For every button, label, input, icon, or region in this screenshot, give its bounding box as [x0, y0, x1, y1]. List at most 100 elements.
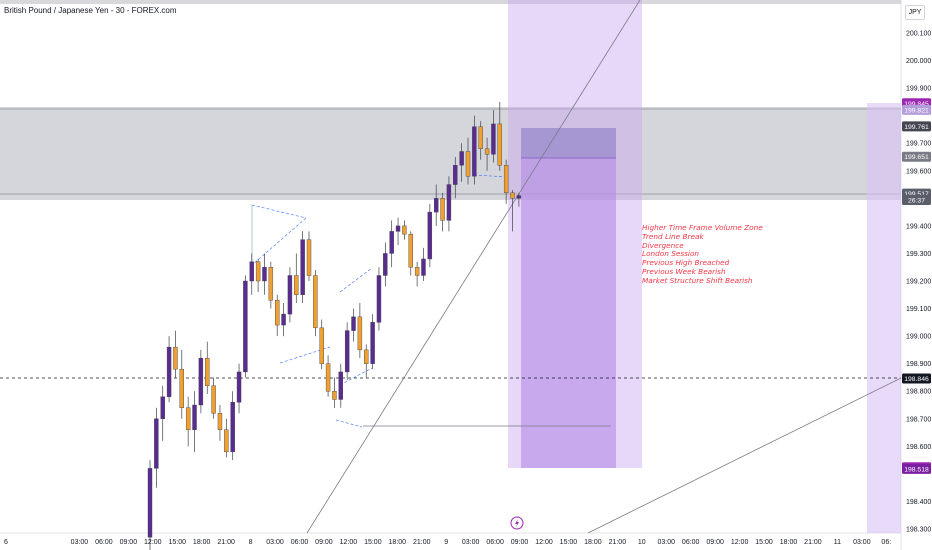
future-session-band[interactable] [867, 103, 901, 533]
candle-body [389, 231, 394, 254]
candle-bullish [472, 115, 477, 185]
candle-bearish [173, 330, 178, 378]
candle-bullish [434, 184, 439, 226]
time-tick: 18:00 [389, 539, 407, 546]
candle-body [338, 371, 343, 400]
candle-bullish [154, 407, 159, 488]
annotation-line: London Session [642, 249, 700, 259]
top-range-band [0, 0, 901, 4]
candle-body [319, 327, 324, 364]
time-tick: 12:00 [144, 539, 162, 546]
price-tick: 200.000 [906, 58, 931, 65]
time-tick: 11 [834, 539, 841, 546]
time-tick: 09:00 [511, 539, 529, 546]
candle-body [224, 429, 229, 453]
candle-bullish [491, 110, 496, 163]
candle-bearish [357, 303, 363, 359]
candle-bearish [275, 294, 280, 337]
time-tick: 12:00 [340, 539, 358, 546]
candle-bearish [224, 418, 229, 458]
candle-bullish [287, 267, 293, 323]
candle-body [434, 198, 439, 213]
candle-body [459, 151, 464, 166]
short-position-risk-zone[interactable] [521, 128, 616, 158]
candlestick-series [147, 101, 522, 550]
price-tick: 199.100 [906, 306, 931, 313]
candle-body [255, 261, 261, 282]
price-label-text: 199.761 [904, 124, 929, 131]
candle-bullish [192, 391, 197, 452]
candle-body [236, 371, 242, 403]
candle-body [217, 413, 223, 430]
candle-bearish [497, 101, 502, 171]
price-tick: 199.200 [906, 279, 931, 286]
time-tick: 06:00 [486, 539, 504, 546]
candle-body [376, 275, 382, 323]
candle-body [192, 404, 197, 430]
symbol-title[interactable]: British Pound / Japanese Yen - 30 - FORE… [4, 6, 177, 15]
price-label: 198.518 [902, 463, 931, 474]
annotation-line: Trend Line Break [642, 231, 704, 241]
annotation-line: Previous High Breached [642, 258, 730, 268]
candle-bullish [262, 253, 267, 295]
candle-bearish [319, 319, 324, 370]
price-label-text: 198.518 [904, 466, 929, 473]
time-tick: 03:00 [71, 539, 89, 546]
candle-body [147, 468, 153, 538]
time-tick: 15:00 [755, 539, 773, 546]
lightning-icon[interactable] [510, 516, 524, 530]
time-tick: 18:00 [780, 539, 798, 546]
candle-bearish [510, 190, 515, 232]
candle-bearish [211, 377, 216, 419]
candle-bearish [268, 261, 274, 309]
candle-bearish [478, 121, 483, 160]
annotation-line: Divergence [642, 240, 684, 250]
time-tick: 21:00 [804, 539, 822, 546]
candle-bullish [376, 267, 382, 331]
time-tick: 03:00 [657, 539, 675, 546]
price-label: 199.651 [902, 151, 931, 162]
price-label-text: 198.846 [904, 376, 929, 383]
candle-body [166, 346, 172, 397]
candle-bearish [217, 405, 223, 441]
price-label-text: 199.651 [904, 154, 929, 161]
lower-trend-line [587, 377, 902, 534]
candle-body [395, 225, 401, 232]
candle-body [198, 357, 204, 406]
candle-bullish [383, 242, 388, 287]
price-tick: 199.900 [906, 86, 931, 93]
candle-bullish [516, 192, 522, 207]
candle-body [516, 195, 522, 199]
price-label-text: 199.821 [904, 107, 929, 114]
price-label-text: 26:37 [908, 197, 925, 204]
candle-bearish [402, 220, 407, 240]
time-tick: 09:00 [315, 539, 333, 546]
time-tick: 18:00 [193, 539, 211, 546]
candle-body [364, 349, 369, 364]
candle-body [230, 402, 235, 453]
candle-body [472, 126, 477, 177]
candle-bearish [440, 192, 445, 232]
candle-body [173, 346, 178, 370]
currency-button[interactable]: JPY [905, 5, 925, 20]
price-label: 199.821 [902, 104, 931, 115]
time-tick: 21:00 [217, 539, 235, 546]
short-position-target-zone[interactable] [521, 158, 616, 468]
candle-bullish [427, 203, 433, 268]
time-tick: 06: [881, 539, 891, 546]
candle-body [344, 330, 350, 373]
time-tick: 06:00 [291, 539, 309, 546]
candle-body [414, 267, 420, 276]
candle-body [503, 165, 509, 194]
candle-bearish [325, 355, 331, 397]
candle-bearish [503, 159, 509, 204]
annotation-line: Market Structure Shift Bearish [642, 275, 753, 285]
candle-body [510, 192, 515, 199]
price-label-text: 199.845 [904, 101, 929, 108]
candle-bullish [370, 314, 375, 370]
candle-bearish [364, 344, 369, 378]
candle-body [383, 253, 388, 276]
candle-bearish [313, 269, 318, 337]
